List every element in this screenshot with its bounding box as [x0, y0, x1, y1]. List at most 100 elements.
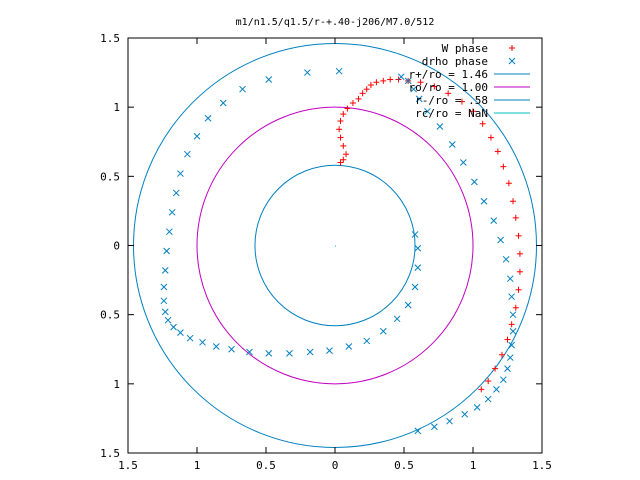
x-tick-label-0: 1.5 — [118, 459, 138, 472]
drho-phase-point — [497, 236, 504, 244]
legend-label-0: W phase — [442, 42, 488, 55]
drho-phase-point — [490, 217, 498, 224]
w-phase-point — [515, 286, 522, 293]
drho-phase-point — [473, 403, 481, 411]
w-phase-point — [337, 118, 344, 124]
drho-phase-point — [424, 107, 431, 115]
drho-phase-point — [172, 189, 180, 197]
drho-phase-point — [411, 231, 419, 238]
drho-phase-point — [446, 417, 453, 425]
drho-phase-point — [326, 347, 333, 354]
w-phase-point — [492, 365, 499, 372]
w-phase-point — [445, 90, 452, 97]
x-tick-label-3: 0 — [332, 459, 339, 472]
w-phase-point — [336, 126, 343, 133]
drho-phase-point — [393, 315, 401, 323]
w-phase-point — [512, 214, 519, 221]
drho-phase-point — [431, 423, 438, 431]
drho-phase-point — [177, 329, 184, 337]
drho-phase-point — [160, 297, 168, 305]
y-tick-label-0: 1.5 — [100, 32, 120, 45]
drho-phase-point — [411, 283, 419, 291]
x-tick-label-5: 1 — [470, 459, 477, 472]
drho-phase-point — [448, 141, 456, 148]
drho-phase-point — [379, 327, 387, 335]
drho-phase-point — [493, 386, 500, 393]
drho-phase-point — [500, 376, 507, 384]
drho-phase-point — [246, 348, 253, 356]
w-phase-point — [340, 142, 347, 149]
y-tick-label-2: 0.5 — [100, 170, 120, 183]
drho-phase-point — [404, 301, 412, 309]
legend-key-1 — [508, 57, 516, 65]
drho-phase-point — [414, 264, 422, 271]
w-phase-point — [512, 304, 519, 311]
drho-phase-point — [212, 343, 220, 350]
drho-phase-point — [183, 150, 191, 158]
w-phase-point — [337, 159, 344, 166]
drho-phase-point — [306, 348, 314, 356]
drho-phase-point — [506, 275, 514, 283]
w-phase-point — [470, 108, 476, 115]
drho-phase-point — [168, 208, 176, 216]
drho-phase-point — [186, 334, 194, 342]
w-phase-point — [516, 268, 523, 275]
w-phase-point — [363, 86, 370, 93]
drho-phase-point — [304, 69, 311, 76]
w-phase-point — [431, 83, 438, 90]
w-phase-point — [487, 134, 494, 141]
legend-key-0 — [509, 45, 515, 51]
drho-phase-point — [335, 67, 343, 75]
drho-phase-point — [509, 311, 517, 319]
x-tick-label-2: 0.5 — [256, 459, 276, 472]
w-phase-point — [343, 151, 350, 158]
drho-phase-point — [166, 228, 173, 236]
drho-phase-point — [199, 338, 206, 346]
center-point — [335, 245, 336, 247]
y-tick-label-4: 0.5 — [100, 309, 120, 322]
y-tick-label-1: 1 — [113, 101, 120, 114]
w-phase-point — [349, 100, 356, 107]
w-phase-point — [417, 79, 424, 86]
drho-phase-point — [164, 316, 172, 324]
drho-phase-point — [436, 123, 444, 130]
drho-phase-point — [345, 343, 353, 350]
w-phase-point — [359, 90, 366, 97]
drho-phase-point — [363, 337, 371, 345]
data-series — [160, 67, 523, 435]
w-phase-point — [479, 120, 486, 127]
chart-title: m1/n1.5/q1.5/r-+.40-j206/M7.0/512 — [236, 17, 435, 28]
drho-phase-point — [471, 178, 478, 186]
drho-phase-point — [461, 410, 469, 418]
drho-phase-point — [193, 132, 201, 140]
drho-phase-point — [219, 99, 227, 107]
drho-phase-point — [509, 327, 517, 335]
drho-phase-point — [161, 267, 169, 274]
drho-phase-point — [239, 85, 246, 93]
drho-phase-point — [265, 350, 273, 357]
w-phase-point — [337, 134, 344, 141]
w-phase-point — [340, 156, 347, 163]
circle-1 — [196, 106, 474, 385]
legend-label-4: r-/ro = .58 — [415, 94, 488, 107]
drho-phase-point — [410, 85, 418, 93]
drho-phase-point — [414, 427, 422, 435]
drho-phase-point — [508, 341, 515, 349]
x-tick-label-1: 1 — [194, 459, 201, 472]
w-phase-point — [505, 180, 512, 187]
drho-phase-point — [286, 350, 293, 357]
w-phase-point — [380, 77, 387, 84]
w-phase-point — [340, 111, 347, 118]
legend-label-5: rc/ro = NaN — [415, 107, 488, 120]
w-phase-point — [367, 82, 374, 89]
drho-phase-point — [397, 73, 405, 81]
drho-phase-point — [484, 395, 492, 403]
w-phase-point — [500, 163, 507, 170]
x-tick-label-6: 1.5 — [532, 459, 552, 472]
axis-ticks: 1.5 1 0.5 0 0.5 1 1.51.510.500.511.5 — [100, 32, 552, 472]
drho-phase-point — [508, 293, 515, 301]
w-phase-point — [387, 76, 394, 83]
x-tick-label-4: 0.5 — [394, 459, 414, 472]
legend-label-2: r+/ro = 1.46 — [409, 68, 488, 81]
